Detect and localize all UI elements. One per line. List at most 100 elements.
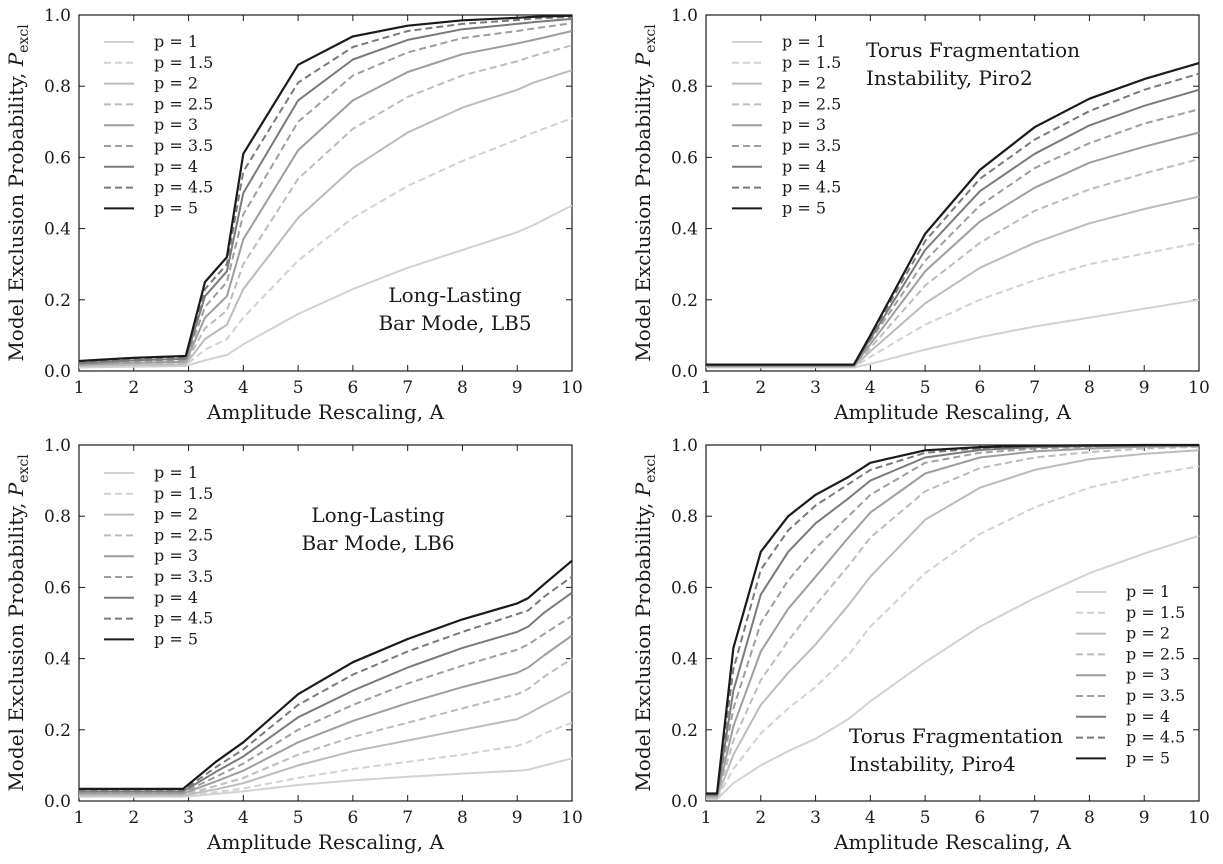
y-tick-label: 0.2 <box>671 291 698 311</box>
x-tick-label: 10 <box>1188 378 1210 398</box>
y-axis-label-subscript: excl <box>643 24 659 53</box>
y-tick-label: 0.8 <box>44 77 71 97</box>
y-axis-label-text: Model Exclusion Probability, <box>4 496 28 791</box>
x-tick-label: 5 <box>293 378 304 398</box>
x-tick-label: 8 <box>1084 808 1095 828</box>
x-axis-label: Amplitude Rescaling, A <box>206 830 444 854</box>
series-line-p-2_5 <box>706 445 1200 799</box>
y-tick-label: 1.0 <box>671 6 698 26</box>
series-line-p-3 <box>706 445 1200 798</box>
y-axis-label-symbol: P <box>631 482 655 497</box>
series-line-p-1_5 <box>79 721 573 797</box>
y-axis-label-subscript: excl <box>643 454 659 483</box>
legend-label: p = 1 <box>1126 582 1170 601</box>
y-axis-label-symbol: P <box>631 52 655 67</box>
y-tick-label: 0.8 <box>671 77 698 97</box>
panel-annotation: Long-Lasting <box>388 283 522 307</box>
x-tick-label: 5 <box>920 378 931 398</box>
series-line-p-4 <box>706 88 1200 367</box>
x-tick-label: 2 <box>755 808 766 828</box>
y-tick-label: 0.6 <box>671 578 698 598</box>
legend-label: p = 1 <box>782 32 826 51</box>
x-tick-label: 3 <box>183 378 194 398</box>
x-tick-label: 7 <box>402 378 413 398</box>
legend-label: p = 4 <box>1126 707 1170 726</box>
plot-frame <box>705 444 1200 802</box>
y-axis-label-symbol: P <box>4 52 28 67</box>
series-line-p-4_5 <box>706 444 1200 796</box>
legend-label: p = 1 <box>154 32 198 51</box>
y-tick-label: 0.0 <box>44 362 71 382</box>
x-axis-label: Amplitude Rescaling, A <box>206 400 444 424</box>
y-tick-label: 0.6 <box>44 148 71 168</box>
x-tick-label: 3 <box>810 808 821 828</box>
x-tick-label: 6 <box>347 378 358 398</box>
y-tick-label: 0.4 <box>671 220 698 240</box>
series-line-p-1 <box>78 204 573 369</box>
x-tick-label: 7 <box>1029 808 1040 828</box>
x-tick-label: 9 <box>1139 808 1150 828</box>
series-line-p-2 <box>79 689 573 797</box>
x-tick-label: 5 <box>920 808 931 828</box>
legend-label: p = 2.5 <box>154 525 213 544</box>
legend-label: p = 3 <box>154 115 198 134</box>
y-tick-label: 0.2 <box>44 291 71 311</box>
legend-label: p = 2 <box>154 74 198 93</box>
legend-label: p = 3.5 <box>154 136 213 155</box>
series-line-p-4 <box>78 17 573 365</box>
x-tick-label: 7 <box>402 808 413 828</box>
y-tick-label: 0.8 <box>44 507 71 527</box>
legend: p = 1 p = 1.5 p = 2p = 2.5 p = 3 p = 3.5 p = … <box>104 32 213 217</box>
panel-3: 1 2 3 4 5 6 7 8 9 10 0.0 0.2 0.4 0.6 0.8 1.0 Amplitude R… <box>4 436 583 854</box>
y-tick-label: 1.0 <box>671 436 698 456</box>
x-tick-label: 1 <box>701 378 712 398</box>
x-tick-label: 2 <box>755 378 766 398</box>
x-tick-label: 1 <box>701 808 712 828</box>
y-axis-label-symbol: P <box>4 482 28 497</box>
legend-label: p = 1.5 <box>782 53 841 72</box>
legend-label: p = 1.5 <box>154 53 213 72</box>
legend-label: p = 2.5 <box>154 94 213 113</box>
series-line-p-2 <box>706 449 1200 799</box>
x-tick-label: 7 <box>1029 378 1040 398</box>
x-tick-label: 9 <box>512 378 523 398</box>
legend-label: p = 2.5 <box>782 94 841 113</box>
y-tick-label: 0.6 <box>44 578 71 598</box>
series-line-p-3 <box>79 634 573 795</box>
x-tick-label: 8 <box>1084 378 1095 398</box>
legend-label: p = 2 <box>782 74 826 93</box>
legend-label: p = 5 <box>1126 748 1170 767</box>
y-tick-label: 0.8 <box>671 507 698 527</box>
x-tick-label: 10 <box>1188 808 1210 828</box>
legend-label: p = 4.5 <box>782 178 841 197</box>
panel-annotation: Instability, Piro2 <box>866 66 1033 90</box>
x-tick-label: 2 <box>128 808 139 828</box>
plot-frame <box>705 14 1200 372</box>
series-line-p-1_5 <box>706 465 1200 800</box>
series-line-p-5 <box>706 62 1200 366</box>
x-tick-label: 1 <box>74 378 85 398</box>
legend-label: p = 2.5 <box>1126 644 1185 663</box>
y-tick-label: 0.0 <box>44 792 71 812</box>
series-line-p-5 <box>79 559 573 791</box>
panel-annotation: Torus Fragmentation <box>866 38 1080 62</box>
series-line-p-2_5 <box>79 657 573 796</box>
series-line-p-3_5 <box>78 22 573 365</box>
series-line-p-4_5 <box>78 15 573 364</box>
y-axis-label-text: Model Exclusion Probability, <box>4 66 28 361</box>
panel-annotation: Long-Lasting <box>311 503 445 527</box>
series-line-p-1 <box>706 534 1200 801</box>
y-axis-label: Model Exclusion Probability, Pexcl <box>631 454 659 792</box>
legend-label: p = 3 <box>1126 665 1170 684</box>
x-tick-label: 8 <box>457 808 468 828</box>
panel-annotation: Instability, Piro4 <box>849 752 1016 776</box>
x-tick-label: 4 <box>865 808 876 828</box>
legend-label: p = 5 <box>154 629 198 648</box>
y-tick-label: 0.4 <box>671 650 698 670</box>
legend-label: p = 1.5 <box>154 484 213 503</box>
series-line-p-3 <box>706 131 1200 367</box>
legend-label: p = 3.5 <box>782 136 841 155</box>
legend-label: p = 2 <box>1126 624 1170 643</box>
panel-annotation: Bar Mode, LB6 <box>301 531 454 555</box>
legend-label: p = 3.5 <box>154 567 213 586</box>
